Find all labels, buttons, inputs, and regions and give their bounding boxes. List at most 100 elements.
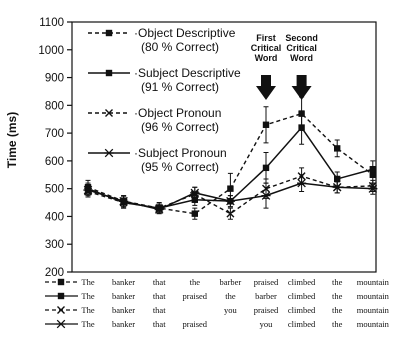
word-label: you — [260, 319, 274, 329]
legend-swatch-marker — [104, 148, 114, 158]
word-label: the — [332, 291, 343, 301]
legend-accuracy: (80 % Correct) — [141, 40, 219, 54]
chart-frame — [71, 21, 377, 273]
legend: ·Object Descriptive(80 % Correct) ·Subjec… — [88, 26, 241, 174]
down-arrow-icon — [256, 75, 276, 100]
y-tick-label: 500 — [45, 184, 64, 196]
data-point — [225, 196, 235, 206]
row-swatch-marker — [57, 278, 65, 286]
word-label: the — [332, 319, 343, 329]
legend-entry: ·Subject Pronoun(95 % Correct) — [88, 146, 227, 174]
word-label: you — [224, 305, 238, 315]
word-label: The — [81, 319, 94, 329]
word-label: praised — [183, 319, 208, 329]
legend-entry: ·Object Pronoun(96 % Correct) — [88, 106, 221, 134]
legend-accuracy: (91 % Correct) — [141, 80, 219, 94]
data-point — [332, 183, 342, 192]
word-label: barber — [255, 291, 277, 301]
y-tick-label: 200 — [45, 267, 64, 279]
data-point — [369, 166, 376, 173]
y-tick-label: 1100 — [39, 17, 64, 29]
word-label: banker — [112, 305, 135, 315]
word-label: barber — [220, 277, 242, 287]
word-label: banker — [112, 277, 135, 287]
legend-swatch-marker — [105, 109, 113, 117]
y-tick-label: 800 — [45, 100, 64, 112]
word-label: that — [153, 319, 166, 329]
word-row: The banker that you praised climbed the mountai… — [45, 305, 390, 315]
data-point — [297, 178, 307, 188]
word-label: praised — [254, 277, 279, 287]
legend-series-name: ·Object Pronoun — [134, 106, 221, 120]
row-swatch-marker — [57, 306, 65, 314]
word-label: that — [153, 277, 166, 287]
data-point — [334, 145, 341, 152]
data-point — [227, 185, 234, 192]
word-label: mountain — [357, 319, 390, 329]
word-label: The — [81, 305, 94, 315]
word-label: banker — [112, 319, 135, 329]
series-layer — [83, 96, 378, 220]
y-tick-label: 1000 — [38, 45, 64, 57]
y-tick-label: 300 — [45, 239, 64, 251]
legend-series-name: ·Subject Descriptive — [134, 66, 241, 80]
data-point — [261, 191, 271, 200]
data-point — [334, 175, 341, 183]
word-label: climbed — [288, 277, 316, 287]
word-row: The banker that the barber praised climbed the m… — [45, 277, 390, 287]
legend-accuracy: (95 % Correct) — [141, 160, 219, 174]
word-label: mountain — [357, 277, 390, 287]
data-point — [190, 188, 200, 198]
word-label: The — [81, 291, 94, 301]
word-label: climbed — [288, 319, 316, 329]
word-label: the — [332, 277, 343, 287]
row-swatch-marker — [57, 292, 65, 300]
legend-entry: ·Object Descriptive(80 % Correct) — [88, 26, 236, 54]
word-label: praised — [183, 291, 208, 301]
plot-border — [71, 21, 377, 273]
legend-entry: ·Subject Descriptive(91 % Correct) — [88, 66, 241, 94]
data-point — [298, 124, 305, 131]
word-label: banker — [112, 291, 135, 301]
data-point — [262, 121, 270, 128]
word-row: The banker that praised the barber climbed the m… — [45, 291, 390, 301]
y-tick-label: 700 — [45, 128, 64, 140]
word-label: climbed — [288, 291, 316, 301]
data-point — [191, 210, 198, 217]
word-label: that — [153, 291, 166, 301]
x-axis-word-rows: The banker that the barber praised climbed the m… — [45, 277, 390, 329]
row-swatch-marker — [56, 319, 66, 329]
word-label: The — [81, 277, 94, 287]
down-arrow-icon — [291, 75, 312, 100]
annotation-text: Word — [255, 53, 278, 63]
legend-accuracy: (96 % Correct) — [141, 120, 219, 134]
annotation-text: Second — [285, 33, 318, 43]
annotation-text: First — [256, 33, 276, 43]
y-tick-label: 400 — [45, 211, 64, 223]
data-point — [368, 184, 378, 193]
word-label: that — [153, 305, 166, 315]
word-label: climbed — [288, 305, 316, 315]
word-label: mountain — [357, 291, 390, 301]
series-subject-pronoun — [83, 174, 378, 215]
data-point — [226, 209, 235, 218]
annotation-text: Critical — [286, 43, 317, 53]
legend-series-name: ·Subject Pronoun — [134, 146, 227, 160]
word-label: the — [332, 305, 343, 315]
annotation-text: Critical — [251, 43, 282, 53]
word-label: the — [190, 277, 201, 287]
data-point — [83, 185, 93, 195]
legend-swatch-marker — [105, 29, 113, 37]
word-row: The banker that praised you climbed the mountai… — [45, 319, 390, 329]
y-tick-label: 600 — [45, 156, 64, 168]
word-label: the — [225, 291, 236, 301]
word-label: mountain — [357, 305, 390, 315]
y-axis-label: Time (ms) — [5, 112, 19, 168]
data-point — [262, 164, 270, 172]
annotation-text: Word — [290, 53, 313, 63]
y-axis: 200 300 400 500 600 700 800 900 1000 1100 — [38, 17, 72, 279]
data-point — [154, 205, 164, 214]
